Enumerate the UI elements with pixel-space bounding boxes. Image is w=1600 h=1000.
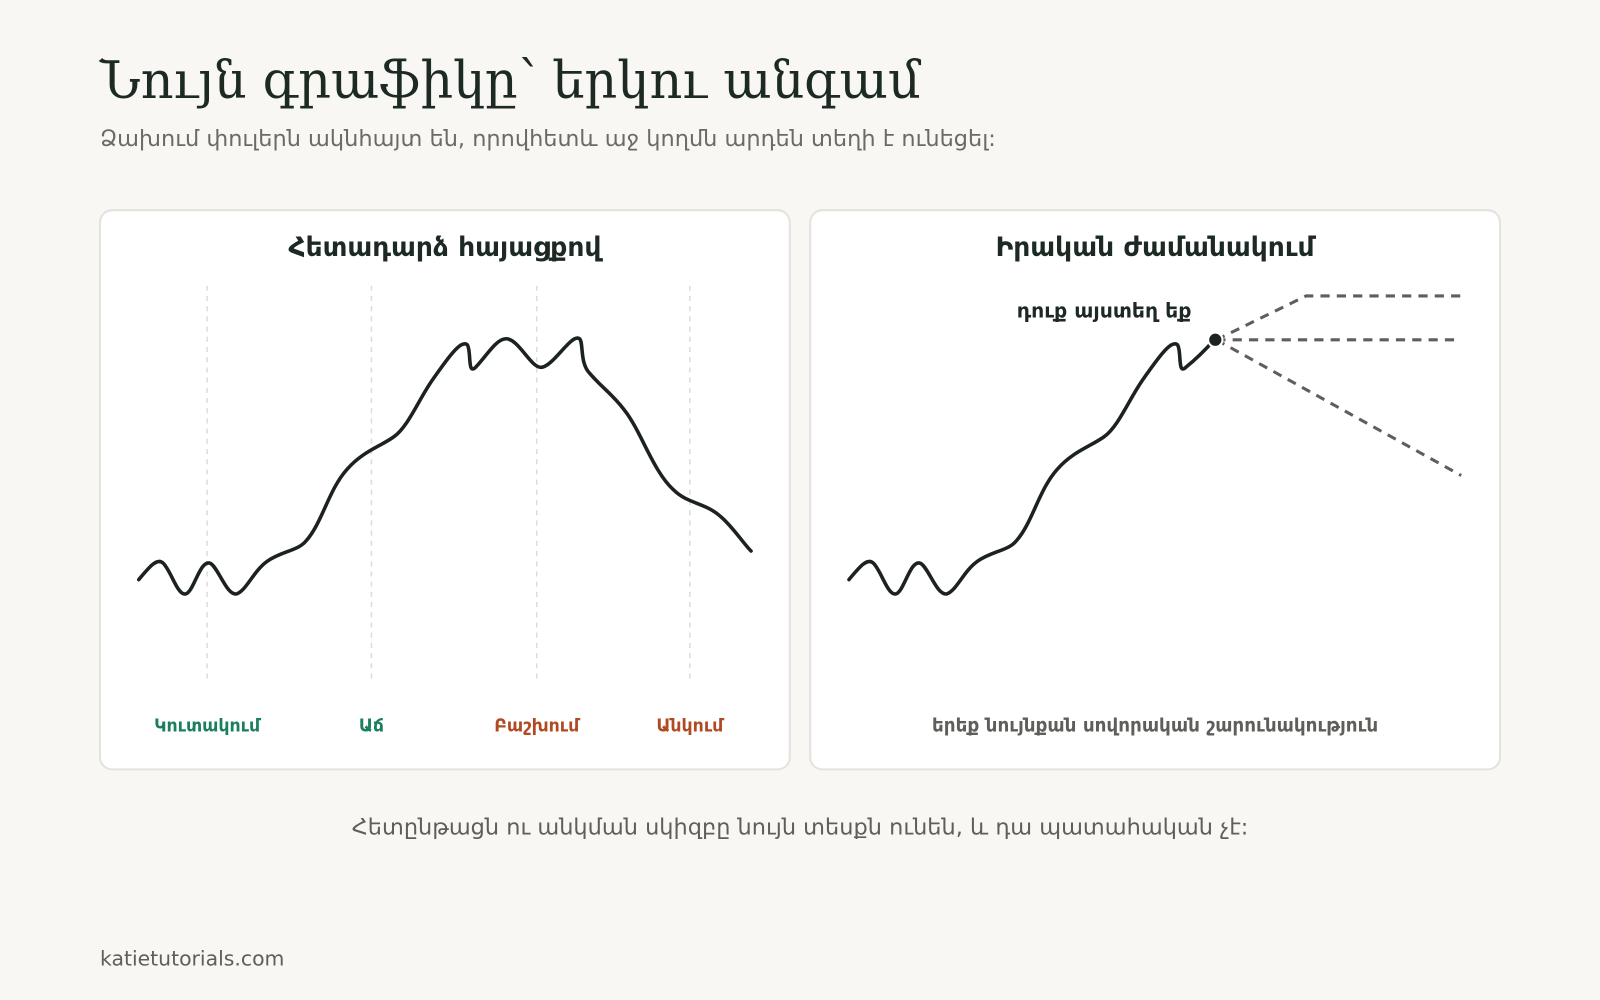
source: katietutorials.com (100, 946, 284, 970)
current-point (1207, 331, 1224, 348)
panel-title: Իրական ժամանակում (996, 232, 1317, 263)
panel-left (98, 209, 791, 771)
phase-label: Անկում (656, 717, 725, 737)
partial-curve (847, 338, 1217, 596)
panel-caption: երեք նույնքան սովորական շարունակություն (932, 716, 1378, 737)
continuations (1215, 294, 1462, 477)
phase-label: Բաշխում (494, 717, 581, 737)
panel-title: Հետադարձ հայացքով (288, 232, 603, 263)
phase-dividers (206, 285, 691, 684)
cycle-curve (136, 336, 753, 596)
annotation: դուք այստեղ եք (1017, 298, 1192, 322)
subtitle: Ձախում փուլերն ակնհայտ են, որովհետև աջ կ… (100, 126, 996, 152)
panel-right (809, 209, 1502, 771)
footer-note: Հետընթացն ու անկման սկիզբը նույն տեսքն ո… (352, 815, 1249, 841)
phase-label: Կուտակում (154, 717, 262, 737)
phase-label: Աճ (359, 717, 384, 737)
title: Նույն գրաֆիկը՝ երկու անգամ (98, 52, 922, 111)
